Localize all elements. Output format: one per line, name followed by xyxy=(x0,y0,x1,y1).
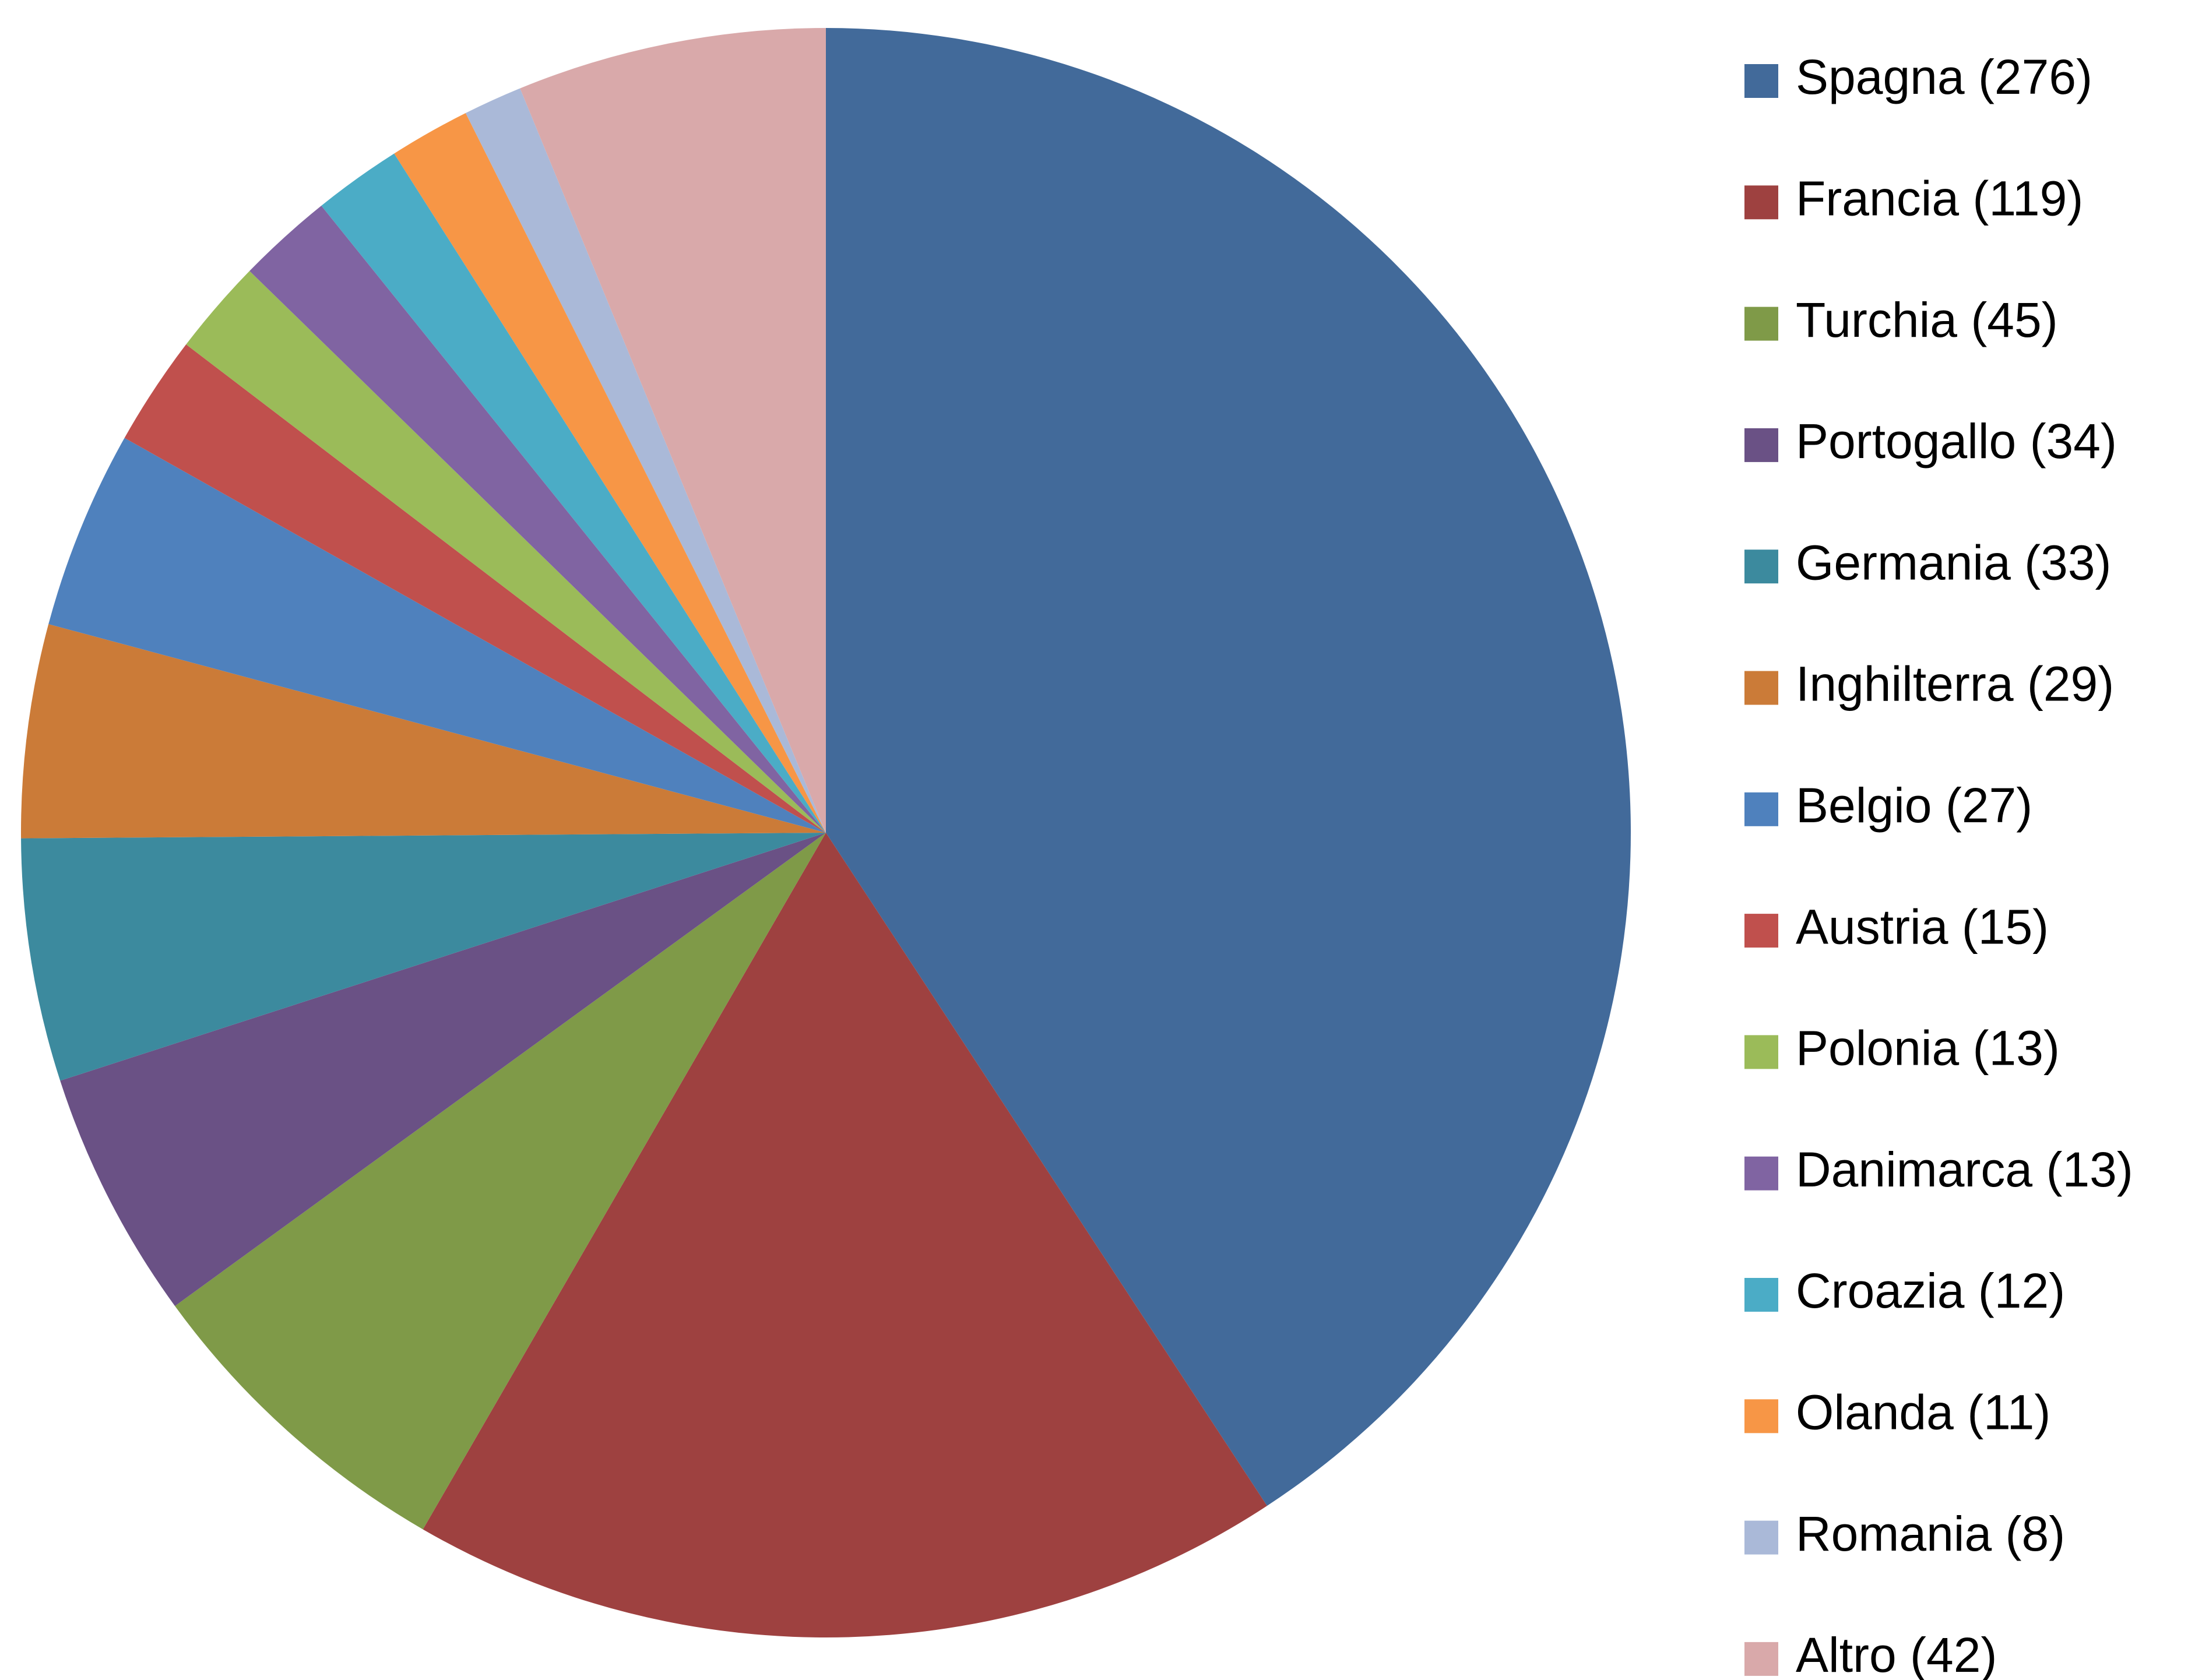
legend-label: Croazia (12) xyxy=(1796,1263,2065,1318)
legend-swatch xyxy=(1744,550,1778,584)
pie-slice xyxy=(124,344,826,833)
legend-swatch xyxy=(1744,1035,1778,1069)
legend-swatch xyxy=(1744,792,1778,826)
legend-label: Altro (42) xyxy=(1796,1628,1997,1680)
pie-slice xyxy=(20,624,826,839)
legend-swatch xyxy=(1744,1278,1778,1312)
pie-slice xyxy=(321,153,826,833)
legend-label: Austria (15) xyxy=(1796,899,2049,954)
legend-swatch xyxy=(1744,671,1778,705)
legend-label: Francia (119) xyxy=(1796,171,2083,226)
legend-label: Polonia (13) xyxy=(1796,1021,2060,1076)
pie-slice xyxy=(175,833,826,1530)
legend-label: Inghilterra (29) xyxy=(1796,657,2114,712)
legend-label: Belgio (27) xyxy=(1796,778,2032,833)
pie-slice xyxy=(21,833,826,1081)
pie-slice xyxy=(520,27,826,833)
legend-swatch xyxy=(1744,428,1778,462)
legend-label: Olanda (11) xyxy=(1796,1385,2050,1439)
legend-label: Portogallo (34) xyxy=(1796,414,2117,469)
pie-slice xyxy=(826,28,1631,1506)
legend-label: Romania (8) xyxy=(1796,1506,2065,1561)
legend-label: Danimarca (13) xyxy=(1796,1142,2133,1197)
legend-label: Germania (33) xyxy=(1796,535,2112,590)
legend-swatch xyxy=(1744,1520,1778,1555)
legend-label: Spagna (276) xyxy=(1796,50,2092,104)
pie-slice xyxy=(423,833,1267,1638)
legend-swatch xyxy=(1744,914,1778,948)
pie-slice xyxy=(394,113,826,833)
pie-slice xyxy=(249,206,826,833)
legend-label: Turchia (45) xyxy=(1796,293,2058,347)
legend-swatch xyxy=(1744,1156,1778,1191)
legend-swatch xyxy=(1744,64,1778,98)
legend-swatch xyxy=(1744,185,1778,220)
pie-slice xyxy=(465,88,826,833)
pie-slice xyxy=(60,833,826,1306)
pie-slice xyxy=(48,438,826,833)
legend-swatch xyxy=(1744,1399,1778,1434)
pie-slice xyxy=(186,271,826,833)
legend-swatch xyxy=(1744,1642,1778,1676)
legend-swatch xyxy=(1744,307,1778,341)
